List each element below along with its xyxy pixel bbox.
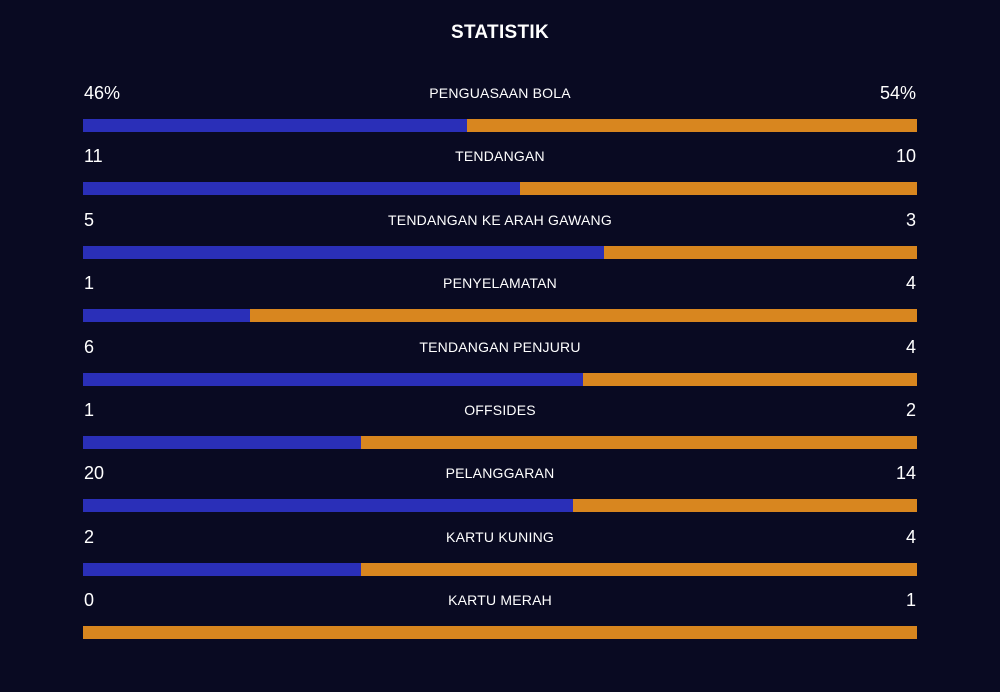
stat-label: TENDANGAN [455, 148, 545, 165]
stat-home-value: 46% [84, 83, 121, 103]
stat-away-value: 1 [905, 590, 916, 611]
stat-label: PELANGGARAN [445, 465, 555, 482]
stat-away-value: 3 [905, 209, 916, 230]
stat-row: 2 KARTU KUNING 4 [83, 522, 917, 585]
stat-home-value: 5 [84, 209, 95, 230]
stat-bar-home-segment [83, 119, 467, 132]
stat-bar-away-segment [466, 119, 917, 132]
stat-home-value: 1 [84, 399, 95, 420]
stat-comparison-bar [83, 435, 917, 449]
stat-header: 2 KARTU KUNING 4 [83, 522, 917, 554]
stat-bar-home-segment [83, 245, 605, 259]
stat-header: 6 TENDANGAN PENJURU 4 [83, 332, 917, 364]
stat-header: 1 PENYELAMATAN 4 [83, 268, 917, 300]
stat-bar-away-segment [360, 435, 917, 449]
stat-comparison-bar [83, 626, 917, 640]
stat-row: 1 OFFSIDES 2 [83, 395, 917, 458]
stat-header: 20 PELANGGARAN 14 [83, 458, 917, 490]
stat-bar-away-segment [573, 499, 917, 513]
stat-row: 0 KARTU MERAH 1 [83, 585, 917, 648]
stat-bar-away-segment [249, 309, 917, 323]
stat-bar-home-segment [83, 435, 361, 449]
stat-bar-away-segment [83, 626, 917, 640]
stat-label: KARTU MERAH [448, 592, 552, 609]
stat-label: TENDANGAN KE ARAH GAWANG [388, 211, 612, 228]
stat-row: 20 PELANGGARAN 14 [83, 458, 917, 521]
stat-bar-home-segment [83, 182, 521, 196]
stat-comparison-bar [83, 562, 917, 576]
stat-bar-home-segment [83, 499, 574, 513]
stat-bar-home-segment [83, 562, 361, 576]
stat-bar-away-segment [604, 245, 917, 259]
stat-bar-away-segment [360, 562, 917, 576]
stat-header: 46% PENGUASAAN BOLA 54% [83, 78, 917, 110]
page-title: STATISTIK [450, 22, 550, 43]
stats-list: 46% PENGUASAAN BOLA 54% 11 TENDANGAN 10 [83, 78, 917, 649]
stat-comparison-bar [83, 245, 917, 259]
stat-bar-away-segment [520, 182, 917, 196]
stat-comparison-bar [83, 119, 917, 132]
stat-label: KARTU KUNING [446, 528, 554, 545]
stat-home-value: 20 [84, 463, 105, 484]
stat-away-value: 2 [905, 399, 916, 420]
stat-home-value: 1 [84, 273, 95, 294]
stat-bar-home-segment [83, 372, 584, 386]
stat-comparison-bar [83, 499, 917, 513]
stat-away-value: 10 [895, 146, 916, 167]
stat-row: 1 PENYELAMATAN 4 [83, 268, 917, 331]
stat-home-value: 11 [84, 146, 103, 167]
stat-row: 5 TENDANGAN KE ARAH GAWANG 3 [83, 205, 917, 268]
stat-header: 0 KARTU MERAH 1 [83, 585, 917, 617]
stat-home-value: 2 [84, 526, 95, 547]
stat-away-value: 54% [879, 83, 916, 103]
stat-bar-away-segment [583, 372, 917, 386]
stat-row: 46% PENGUASAAN BOLA 54% [83, 78, 917, 141]
stat-row: 11 TENDANGAN 10 [83, 141, 917, 204]
stat-away-value: 4 [905, 273, 916, 294]
stat-header: 5 TENDANGAN KE ARAH GAWANG 3 [83, 205, 917, 237]
stat-label: TENDANGAN PENJURU [419, 338, 581, 355]
stat-header: 1 OFFSIDES 2 [83, 395, 917, 427]
stat-header: 11 TENDANGAN 10 [83, 141, 917, 173]
stat-bar-home-segment [83, 309, 250, 323]
stat-row: 6 TENDANGAN PENJURU 4 [83, 332, 917, 395]
stat-away-value: 14 [895, 463, 916, 484]
stat-home-value: 0 [84, 590, 95, 611]
stat-label: PENGUASAAN BOLA [429, 85, 571, 101]
stat-away-value: 4 [905, 336, 916, 357]
stat-label: OFFSIDES [464, 401, 536, 418]
stat-label: PENYELAMATAN [443, 275, 557, 292]
stat-away-value: 4 [905, 526, 916, 547]
stat-comparison-bar [83, 372, 917, 386]
stat-comparison-bar [83, 182, 917, 196]
stat-home-value: 6 [84, 336, 95, 357]
stat-comparison-bar [83, 309, 917, 323]
